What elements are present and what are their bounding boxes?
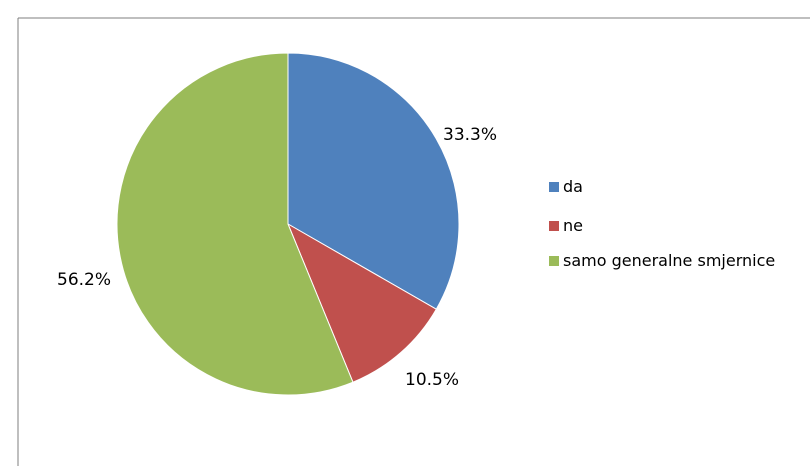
legend: da ne samo generalne smjernice [549, 177, 775, 270]
legend-swatch-da [549, 182, 559, 192]
data-label-da: 33.3% [443, 125, 497, 145]
pie-slice-ne [286, 222, 437, 383]
pie-slice-da [287, 52, 460, 310]
legend-swatch-ne [549, 221, 559, 231]
legend-label-da: da [563, 177, 583, 196]
legend-swatch-samo-generalne-smjernice [549, 256, 559, 266]
legend-label-samo-generalne-smjernice: samo generalne smjernice [563, 251, 775, 270]
pie-data-labels: 33.3% 10.5% 56.2% [57, 125, 497, 390]
data-label-samo-generalne-smjernice: 56.2% [57, 270, 111, 290]
legend-label-ne: ne [563, 216, 583, 235]
pie-slices [116, 52, 460, 396]
pie-slice-samo-generalne-smjernice [116, 52, 354, 396]
data-label-ne: 10.5% [405, 370, 459, 390]
